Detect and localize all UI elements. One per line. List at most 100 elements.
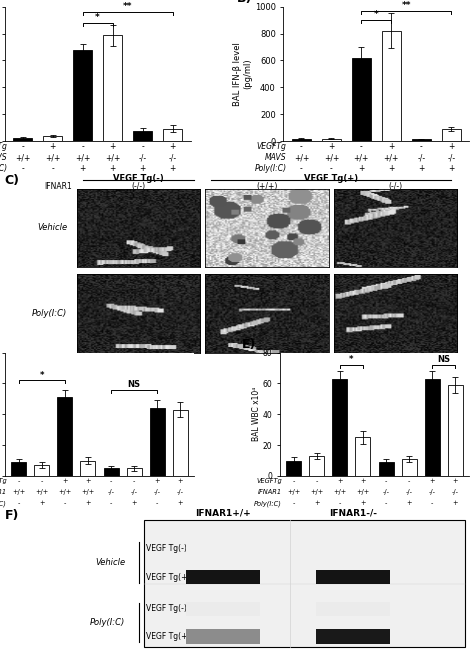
Text: -: - [385,500,387,507]
Text: NS: NS [438,355,450,364]
Text: +: + [39,500,45,507]
Text: +: + [314,500,319,507]
Text: +: + [169,142,176,152]
Bar [150,408,165,476]
Text: Poly(I:C): Poly(I:C) [0,500,7,507]
Text: +: + [109,164,116,173]
Bar [448,385,463,476]
Text: VEGF Tg(+): VEGF Tg(+) [146,573,191,582]
Text: +/+: +/+ [324,154,339,162]
Text: -: - [316,478,318,484]
Bar [186,570,260,585]
Text: Vehicle: Vehicle [37,223,67,233]
Text: VEGFTg: VEGFTg [256,478,282,484]
Text: B): B) [237,0,252,5]
Text: +: + [85,478,91,484]
Text: -: - [330,164,333,173]
Text: +: + [429,478,435,484]
Text: -: - [110,478,112,484]
Text: -/-: -/- [452,490,459,496]
Text: +: + [80,164,86,173]
Text: -: - [110,500,112,507]
Bar [57,397,73,476]
Text: -: - [431,500,433,507]
Text: -: - [300,142,303,152]
Text: Poly(I:C): Poly(I:C) [0,164,8,173]
Text: +: + [49,142,56,152]
Text: Poly(I:C): Poly(I:C) [32,309,67,318]
Text: *: * [39,371,44,380]
Text: +: + [388,142,394,152]
Text: -: - [141,142,144,152]
Text: *: * [349,355,354,364]
Bar [316,541,390,556]
Text: VEGF Tg(-): VEGF Tg(-) [146,544,187,553]
Text: (-/-): (-/-) [131,183,146,191]
Bar [81,461,95,476]
Text: -/-: -/- [138,154,146,162]
Text: -/-: -/- [429,490,436,496]
Text: +: + [448,142,455,152]
Text: Poly(I:C): Poly(I:C) [255,164,286,173]
Text: IFNAR1-/-: IFNAR1-/- [329,509,377,517]
Text: **: ** [123,2,132,11]
Text: +: + [178,478,183,484]
Text: -: - [338,500,341,507]
Text: -: - [292,500,295,507]
Text: C): C) [5,175,20,187]
Y-axis label: BAL IFN-β level
(pg/ml): BAL IFN-β level (pg/ml) [233,42,252,106]
Text: +: + [109,142,116,152]
Bar [352,58,371,141]
Bar [144,521,465,646]
Text: -: - [292,478,295,484]
Text: IFNAR1: IFNAR1 [45,183,72,191]
Bar [13,138,32,141]
Text: +/+: +/+ [354,154,369,162]
Text: -: - [18,478,20,484]
Text: Poly(I:C): Poly(I:C) [254,500,282,507]
Text: *: * [95,13,100,22]
Bar [425,379,440,476]
Text: E): E) [242,338,256,351]
Text: -: - [360,142,363,152]
Text: +/+: +/+ [75,154,91,162]
Text: *: * [374,11,379,19]
Text: +: + [85,500,91,507]
Text: -: - [51,164,54,173]
Text: +: + [328,142,335,152]
Bar [186,541,260,556]
Bar [332,379,347,476]
Text: MAVS: MAVS [265,154,286,162]
Text: +/+: +/+ [333,490,346,496]
Text: VEGF Tg(+): VEGF Tg(+) [304,175,358,183]
Text: -: - [21,142,24,152]
Text: +/+: +/+ [356,490,370,496]
Text: -: - [420,142,423,152]
Text: +: + [388,164,394,173]
Text: +: + [131,500,137,507]
Text: -: - [156,500,158,507]
Bar [133,130,152,141]
Text: +: + [453,500,458,507]
Text: -: - [300,164,303,173]
Text: VEGF Tg(-): VEGF Tg(-) [113,175,164,183]
Text: VEGFTg: VEGFTg [256,142,286,152]
Text: +: + [406,500,412,507]
Text: +: + [418,164,425,173]
Bar [292,138,311,141]
Bar [316,570,390,585]
Bar [382,31,401,141]
Text: +: + [178,500,183,507]
Text: +: + [139,164,146,173]
Text: +/+: +/+ [310,490,323,496]
Text: +/+: +/+ [287,490,300,496]
Text: -: - [18,500,20,507]
Text: +: + [155,478,160,484]
Text: +/+: +/+ [105,154,120,162]
Bar [43,136,63,141]
Bar [34,465,49,476]
Text: -/-: -/- [108,490,115,496]
Bar [309,456,324,476]
Bar [186,602,260,616]
Text: +/+: +/+ [45,154,60,162]
